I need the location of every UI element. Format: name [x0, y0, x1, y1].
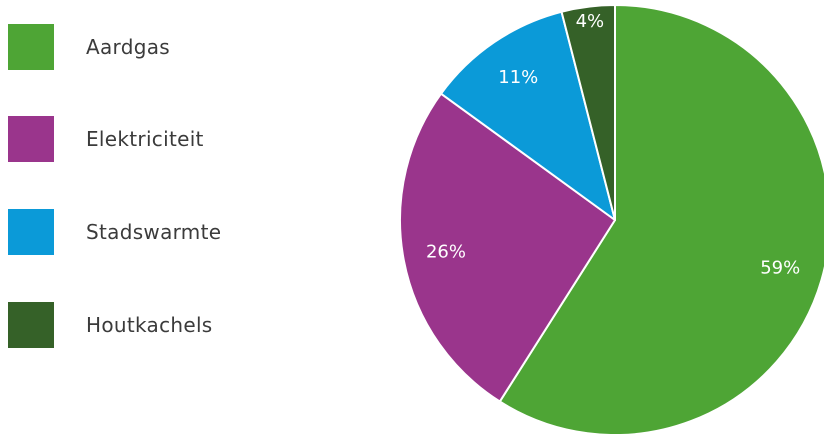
slice-data-label: 26%: [426, 242, 466, 263]
legend-swatch: [8, 209, 54, 255]
legend-label: Stadswarmte: [86, 220, 222, 244]
slice-data-label: 59%: [760, 258, 800, 279]
legend-item-stadswarmte: Stadswarmte: [8, 209, 221, 255]
legend-label: Aardgas: [86, 35, 170, 59]
legend-item-elektriciteit: Elektriciteit: [8, 116, 204, 162]
slice-data-label: 11%: [498, 67, 538, 88]
legend-label: Elektriciteit: [86, 127, 204, 151]
legend-swatch: [8, 116, 54, 162]
slice-data-label: 4%: [576, 11, 605, 32]
legend-swatch: [8, 24, 54, 70]
pie-slice-stadswarmte: [440, 10, 616, 221]
pie-slice-houtkachels: [560, 4, 616, 221]
pie-slice-aardgas: [498, 4, 824, 434]
pie-slice-elektriciteit: [399, 92, 616, 403]
chart-legend: Aardgas Elektriciteit Stadswarmte Houtka…: [0, 0, 300, 434]
legend-item-houtkachels: Houtkachels: [8, 302, 213, 348]
legend-label: Houtkachels: [86, 313, 213, 337]
legend-item-aardgas: Aardgas: [8, 24, 170, 70]
legend-swatch: [8, 302, 54, 348]
